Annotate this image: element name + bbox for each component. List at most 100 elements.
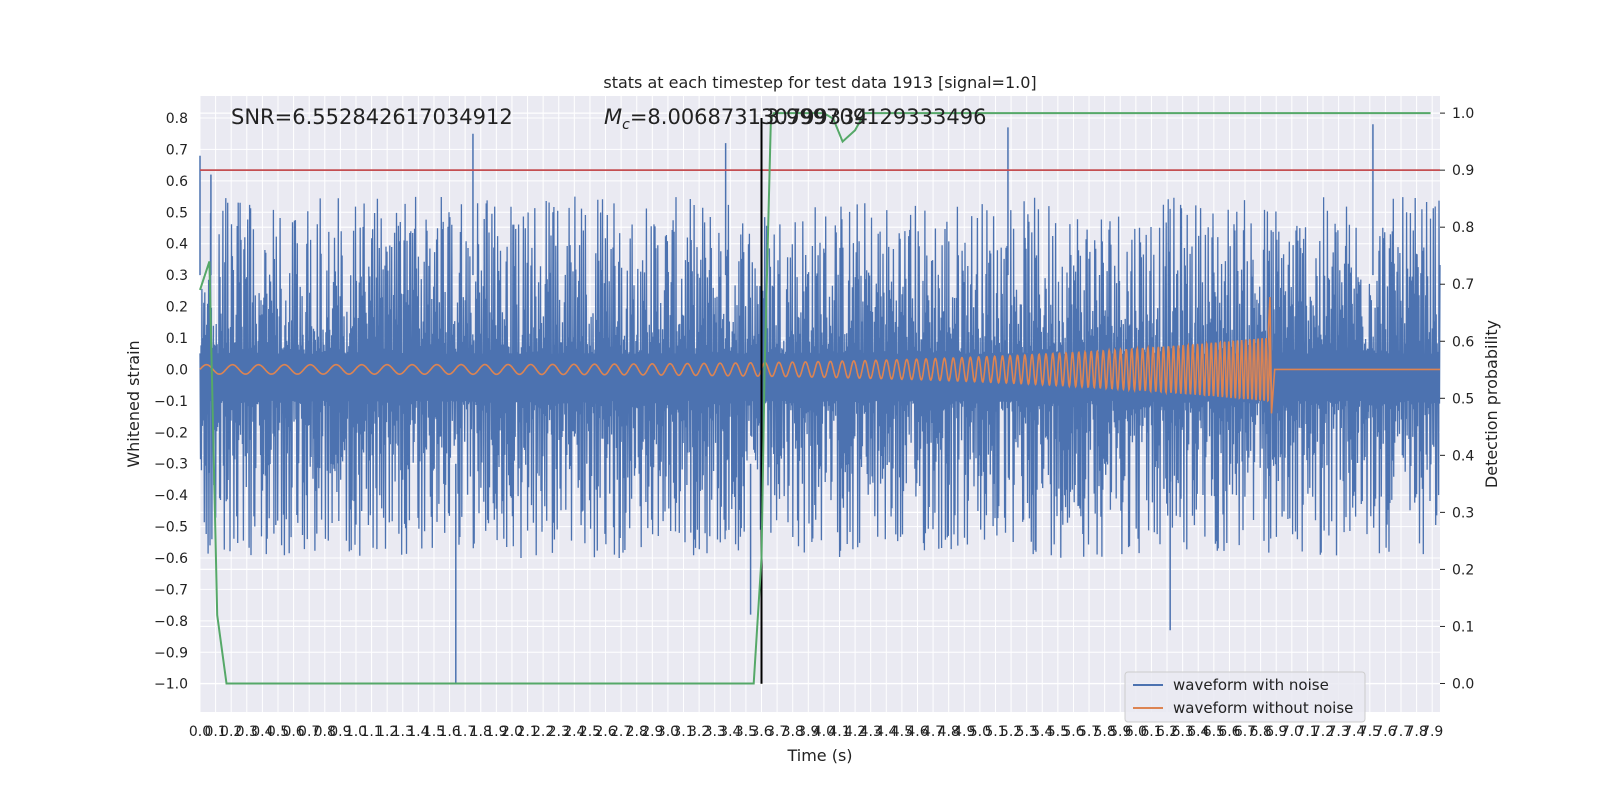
- x-tick-label: 0.0: [189, 724, 211, 740]
- x-tick-label: 1.0: [345, 724, 367, 740]
- y2-tick-label: 0.2: [1452, 562, 1474, 578]
- x-tick-label: 3.8: [782, 724, 804, 740]
- noise-trace: [199, 196, 1441, 559]
- x-tick-label: 3.7: [766, 724, 788, 740]
- y2-tick-label: 0.9: [1452, 163, 1474, 179]
- x-tick-label: 2.3: [548, 724, 570, 740]
- x-tick-label: 4.2: [844, 724, 866, 740]
- x-tick-label: 3.9: [797, 724, 819, 740]
- x-tick-label: 0.7: [298, 724, 320, 740]
- x-tick-label: 5.7: [1078, 724, 1100, 740]
- y-tick-label: 0.6: [166, 174, 188, 190]
- snr-annotation: SNR=6.552842617034912: [231, 105, 513, 129]
- x-tick-label: 6.3: [1172, 724, 1194, 740]
- y-tick-label: 0.5: [166, 205, 188, 221]
- x-tick-label: 6.2: [1156, 724, 1178, 740]
- x-tick-label: 6.8: [1249, 724, 1271, 740]
- x-tick-label: 4.8: [938, 724, 960, 740]
- probability-trace: [199, 112, 1431, 685]
- x-tick-label: 5.5: [1047, 724, 1069, 740]
- legend: waveform with noise waveform without noi…: [1124, 671, 1366, 723]
- y-tick-label: −0.3: [154, 457, 188, 473]
- x-tick-label: 1.5: [423, 724, 445, 740]
- y2-axis-ticks: 1.0 0.9 0.8 0.7 0.6 0.5 0.4 0.3 0.2 0.1 0.0: [1440, 106, 1474, 692]
- x-axis-ticks: 0.00.10.20.30.40.50.60.70.80.91.01.11.21…: [189, 724, 1443, 740]
- x-tick-label: 0.6: [282, 724, 304, 740]
- x-tick-label: 4.3: [860, 724, 882, 740]
- x-tick-label: 7.8: [1405, 724, 1427, 740]
- x-tick-label: 1.8: [470, 724, 492, 740]
- y-tick-label: 0.0: [166, 362, 188, 378]
- x-tick-label: 7.6: [1374, 724, 1396, 740]
- x-tick-label: 3.4: [719, 724, 741, 740]
- x-tick-label: 5.8: [1094, 724, 1116, 740]
- x-tick-label: 1.1: [360, 724, 382, 740]
- legend-label-waveform-with-noise: waveform with noise: [1173, 676, 1329, 694]
- x-tick-label: 3.0: [657, 724, 679, 740]
- x-tick-label: 2.2: [532, 724, 554, 740]
- x-tick-label: 7.7: [1390, 724, 1412, 740]
- x-tick-label: 4.5: [891, 724, 913, 740]
- x-tick-label: 7.2: [1312, 724, 1334, 740]
- x-tick-label: 3.5: [735, 724, 757, 740]
- x-tick-label: 0.8: [314, 724, 336, 740]
- x-tick-label: 7.9: [1421, 724, 1443, 740]
- y-tick-label: 0.7: [166, 142, 188, 158]
- y-tick-label: 0.2: [166, 300, 188, 316]
- y2-tick-label: 0.4: [1452, 448, 1474, 464]
- x-tick-label: 2.0: [501, 724, 523, 740]
- y2-tick-label: 0.7: [1452, 277, 1474, 293]
- x-tick-label: 7.4: [1343, 724, 1365, 740]
- x-tick-label: 4.7: [922, 724, 944, 740]
- y-tick-label: 0.8: [166, 111, 188, 127]
- chirp-mass-value: =8.006873130799334: [630, 105, 868, 129]
- x-tick-label: 2.8: [626, 724, 648, 740]
- x-tick-label: 7.3: [1327, 724, 1349, 740]
- x-tick-label: 1.3: [392, 724, 414, 740]
- x-tick-label: 5.4: [1031, 724, 1053, 740]
- y-tick-label: 0.4: [166, 237, 188, 253]
- x-tick-label: 2.1: [516, 724, 538, 740]
- series-waveform-with-noise: [199, 124, 1441, 684]
- y2-tick-label: 1.0: [1452, 106, 1474, 122]
- y-tick-label: −0.4: [154, 488, 188, 504]
- x-tick-label: 2.6: [594, 724, 616, 740]
- x-tick-label: 2.9: [641, 724, 663, 740]
- series-detection-probability: [199, 112, 1431, 685]
- x-tick-label: 1.2: [376, 724, 398, 740]
- x-tick-label: 6.6: [1218, 724, 1240, 740]
- y-tick-label: −0.1: [154, 394, 188, 410]
- x-tick-label: 5.2: [1000, 724, 1022, 740]
- x-tick-label: 1.7: [454, 724, 476, 740]
- chirp-mass-symbol: M: [604, 105, 622, 129]
- series-waveform-without-noise: [199, 297, 1440, 414]
- y-tick-label: −0.2: [154, 425, 188, 441]
- y-tick-label: −0.9: [154, 645, 188, 661]
- legend-box: [1124, 671, 1366, 723]
- y2-tick-label: 0.6: [1452, 334, 1474, 350]
- x-tick-label: 5.1: [984, 724, 1006, 740]
- y-tick-label: −0.7: [154, 582, 188, 598]
- y2-tick-label: 0.5: [1452, 391, 1474, 407]
- y-axis-ticks: 0.8 0.7 0.6 0.5 0.4 0.3 0.2 0.1 0.0 −0.1 −0.2 −0.3 −…: [154, 111, 188, 693]
- x-tick-label: 2.4: [563, 724, 585, 740]
- y-tick-label: −0.6: [154, 551, 188, 567]
- x-tick-label: 6.0: [1125, 724, 1147, 740]
- x-tick-label: 4.4: [875, 724, 897, 740]
- x-tick-label: 4.1: [828, 724, 850, 740]
- x-tick-label: 2.7: [610, 724, 632, 740]
- chirp-mass-subscript: c: [622, 117, 630, 133]
- x-tick-label: 1.9: [485, 724, 507, 740]
- y2-tick-label: 0.8: [1452, 220, 1474, 236]
- x-tick-label: 7.0: [1281, 724, 1303, 740]
- x-tick-label: 6.9: [1265, 724, 1287, 740]
- x-tick-label: 5.3: [1016, 724, 1038, 740]
- x-tick-label: 6.5: [1203, 724, 1225, 740]
- x-tick-label: 6.7: [1234, 724, 1256, 740]
- y-axis-label: Whitened strain: [124, 340, 143, 467]
- x-tick-label: 0.3: [236, 724, 258, 740]
- x-tick-label: 3.3: [704, 724, 726, 740]
- x-tick-label: 0.5: [267, 724, 289, 740]
- y2-tick-label: 0.0: [1452, 676, 1474, 692]
